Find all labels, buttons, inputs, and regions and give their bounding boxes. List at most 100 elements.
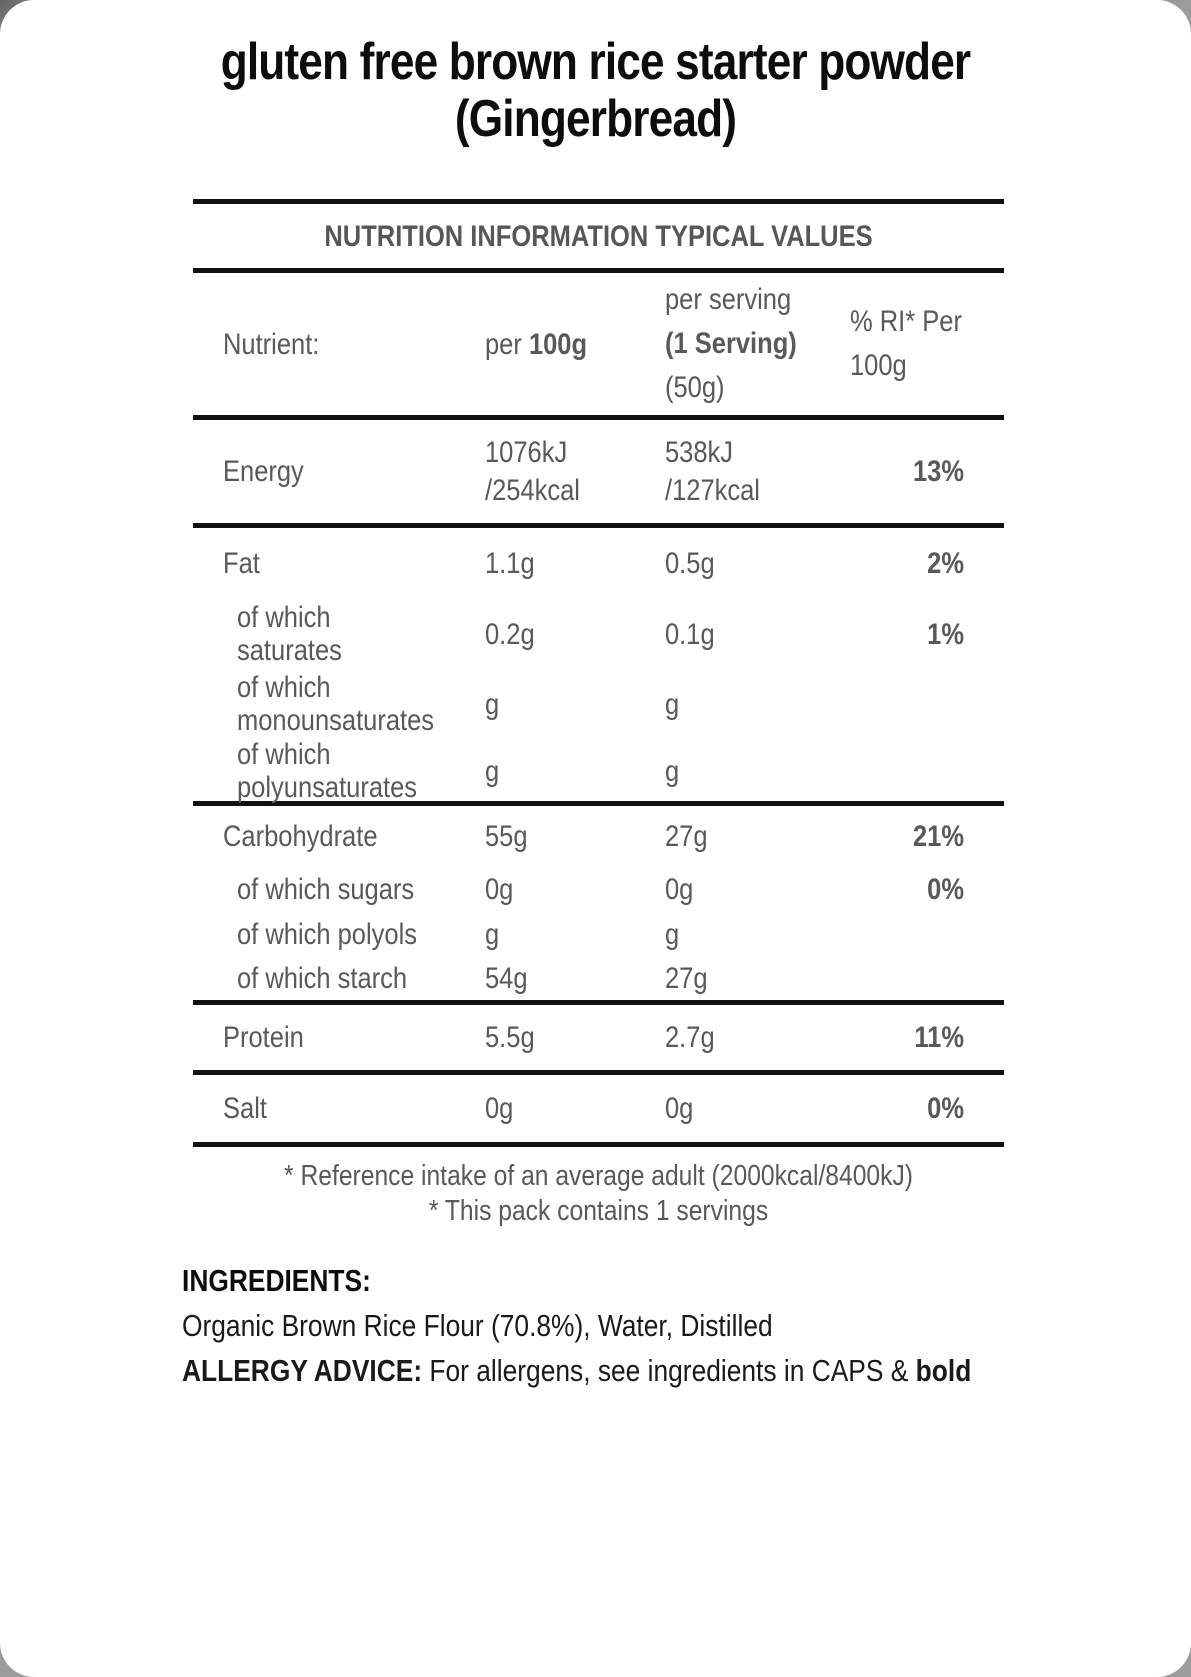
serving-value-line2: /127kcal [665,473,760,507]
salt-section: Salt 0g 0g 0% [193,1075,1004,1147]
serving-cell: 0.1g [665,598,850,670]
per100-cell: 1.1g [485,528,665,598]
energy-section: Energy 1076kJ /254kcal 538kJ /127kcal 13… [193,420,1004,528]
serving-line3: (50g) [665,371,725,404]
nutrient-cell: of which monounsaturates [193,670,485,738]
serving-line1: per serving [665,283,792,316]
table-row-energy: Energy 1076kJ /254kcal 538kJ /127kcal 13… [193,420,1004,523]
nutrient-name: Protein [223,1021,304,1054]
serving-cell: 27g [665,806,850,866]
per100-cell: 54g [485,956,665,1000]
nutrition-table-header-text: NUTRITION INFORMATION TYPICAL VALUES [324,219,873,253]
serving-cell: 538kJ /127kcal [665,420,850,523]
serving-cell: g [665,738,850,804]
per100-value: 0g [485,1092,514,1125]
table-row-protein: Protein 5.5g 2.7g 11% [193,1005,1004,1070]
nutrient-cell: Energy [193,420,485,523]
per100-value: 1.1g [485,546,535,580]
ri-cell: 11% [850,1005,1004,1070]
ri-cell [850,738,1004,804]
nutrient-cell: of which polyols [193,912,485,956]
footnotes: * Reference intake of an average adult (… [193,1159,1004,1229]
fat-section: Fat 1.1g 0.5g 2% of which saturates [193,528,1004,806]
table-row-monounsaturates: of which monounsaturates g g [193,670,1004,738]
per100-value: 0g [485,872,514,906]
serving-value: 0.1g [665,617,715,651]
serving-cell: 0.5g [665,528,850,598]
nutrient-cell: of which saturates [193,598,485,670]
nutrient-cell: of which starch [193,956,485,1000]
nutrient-cell: Salt [193,1075,485,1142]
serving-line2: (1 Serving) [665,327,797,360]
col-header-per100: per 100g [485,273,665,415]
table-row-sugars: of which sugars 0g 0g 0% [193,866,1004,912]
ri-value: 0% [927,1092,964,1125]
nutrition-table-header: NUTRITION INFORMATION TYPICAL VALUES [193,204,1004,273]
ri-cell [850,956,1004,1000]
table-row-salt: Salt 0g 0g 0% [193,1075,1004,1142]
nutrient-cell: of which sugars [193,866,485,912]
ri-value: 21% [912,819,964,853]
serving-value: 27g [665,819,708,853]
protein-section: Protein 5.5g 2.7g 11% [193,1005,1004,1075]
column-header-section: Nutrient: per 100g per serving (1 Servin… [193,273,1004,420]
nutrient-name-line1: of which [237,738,331,771]
per100-value-line1: 1076kJ [485,435,568,469]
nutrient-cell: Protein [193,1005,485,1070]
per100-qty: 100g [528,327,588,361]
ri-value: 0% [927,872,964,906]
per100-cell: g [485,670,665,738]
nutrient-name-line2: saturates [237,634,342,667]
per100-cell: 0.2g [485,598,665,670]
serving-value: 27g [665,961,708,995]
allergy-advice-line: ALLERGY ADVICE: For allergens, see ingre… [182,1348,981,1393]
per100-prefix: per [485,327,529,361]
serving-value: 0.5g [665,546,715,580]
carbohydrate-section: Carbohydrate 55g 27g 21% of which sugars… [193,806,1004,1005]
nutrient-cell: of which polyunsaturates [193,738,485,804]
nutrient-name: of which polyols [237,917,418,951]
serving-value: g [665,917,680,951]
serving-value: g [665,687,680,721]
col-header-ri: % RI* Per 100g [850,273,1004,415]
serving-cell: g [665,912,850,956]
col-header-nutrient-label: Nutrient: [223,327,320,361]
per100-cell: 55g [485,806,665,866]
per100-value: 0.2g [485,617,535,651]
per100-cell: g [485,738,665,804]
per100-value: g [485,754,500,788]
nutrient-name: of which starch [237,961,408,995]
per100-value: g [485,917,500,951]
table-row-polyunsaturates: of which polyunsaturates g g [193,738,1004,804]
serving-value: 0g [665,1092,694,1125]
nutrient-name: of which sugars [237,872,415,906]
col-header-serving: per serving (1 Serving) (50g) [665,273,850,415]
ri-cell: 2% [850,528,1004,598]
nutrition-table: NUTRITION INFORMATION TYPICAL VALUES Nut… [193,199,1004,1147]
table-row-starch: of which starch 54g 27g [193,956,1004,1000]
ri-cell: 13% [850,420,1004,523]
column-header-row: Nutrient: per 100g per serving (1 Servin… [193,273,1004,415]
ingredients-heading: INGREDIENTS: [182,1263,371,1298]
ri-line2: 100g [850,349,907,382]
serving-cell: 0g [665,866,850,912]
nutrient-name: Carbohydrate [223,819,378,853]
table-row-saturates: of which saturates 0.2g 0.1g 1% [193,598,1004,670]
ri-cell: 0% [850,1075,1004,1142]
nutrient-name-line1: of which [237,601,331,634]
serving-value-line1: 538kJ [665,435,734,469]
footnote-pack-servings: * This pack contains 1 servings [428,1195,769,1227]
serving-cell: 0g [665,1075,850,1142]
serving-value: 0g [665,872,694,906]
ingredients-block: INGREDIENTS: Organic Brown Rice Flour (7… [182,1258,1122,1393]
ri-value: 1% [927,617,964,651]
per100-cell: g [485,912,665,956]
col-header-per100-label: per 100g [485,328,638,361]
ri-cell: 21% [850,806,1004,866]
per100-cell: 1076kJ /254kcal [485,420,665,523]
ri-value: 13% [912,455,964,488]
ingredients-text: Organic Brown Rice Flour (70.8%), Water,… [182,1308,773,1343]
table-row-carbohydrate: Carbohydrate 55g 27g 21% [193,806,1004,866]
ri-value: 11% [914,1021,964,1054]
